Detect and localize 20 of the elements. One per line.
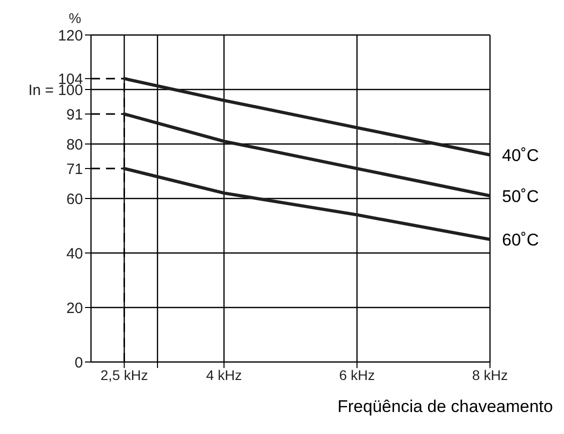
- y-tick-label: 80: [66, 136, 83, 154]
- line-series: [122, 77, 490, 156]
- x-tick-label: 4 kHz: [206, 366, 242, 383]
- series-label: 60˚C: [502, 230, 539, 250]
- line-series: [122, 166, 490, 241]
- series-label: 50˚C: [502, 186, 539, 206]
- x-tick-label: 2,5 kHz: [100, 366, 148, 383]
- y-tick-label: 91: [66, 106, 83, 124]
- y-tick-label: 20: [66, 300, 83, 317]
- x-tick-label: 8 kHz: [472, 366, 508, 383]
- y-tick-label: 120: [58, 27, 83, 44]
- y-tick-label: 0: [74, 354, 83, 372]
- y-tick-label: 40: [66, 245, 83, 262]
- series-label: 40˚C: [502, 146, 539, 165]
- y-tick-label: 71: [66, 160, 83, 178]
- x-tick-label: 6 kHz: [339, 366, 375, 383]
- line-series: [122, 112, 490, 198]
- y-tick-label: 60: [66, 190, 83, 208]
- x-axis-title: Freqüência de chaveamento: [338, 397, 553, 416]
- y-axis-title: %: [68, 10, 82, 26]
